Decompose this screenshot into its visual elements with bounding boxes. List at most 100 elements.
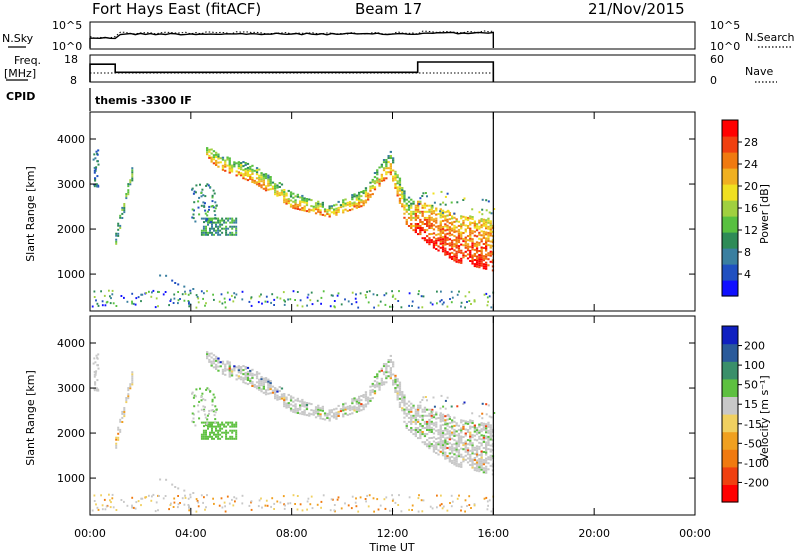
velocity-cell (488, 499, 491, 502)
power-cell (319, 209, 322, 212)
velocity-cell (206, 418, 209, 421)
velocity-cell (376, 498, 379, 501)
power-cell (365, 296, 367, 299)
power-cell (486, 304, 489, 307)
velocity-cell (228, 369, 231, 372)
velocity-cell (305, 402, 309, 404)
power-cell (437, 249, 440, 252)
power-cell (189, 292, 192, 295)
velocity-cell (478, 458, 481, 460)
power-cell (303, 199, 306, 202)
velocity-cell (93, 373, 96, 376)
power-cell (453, 253, 456, 256)
power-cell (351, 194, 354, 197)
noise-right-tick-bottom: 10^0 (710, 40, 740, 53)
velocity-cell (97, 353, 100, 356)
velocity-cell (470, 507, 472, 509)
power-cell (223, 219, 226, 222)
velocity-cell (210, 425, 213, 427)
velocity-cell (303, 409, 306, 412)
power-cell (475, 223, 479, 226)
power-cell (401, 189, 404, 192)
power-cell (489, 230, 492, 233)
velocity-cell (250, 508, 253, 511)
velocity-cell (94, 361, 97, 364)
velocity-cell (455, 456, 458, 459)
velocity-cell (441, 442, 445, 445)
power-cell (267, 176, 270, 179)
velocity-cell (387, 359, 390, 361)
power-cell (221, 219, 224, 222)
power-cell (267, 180, 270, 183)
power-cell (221, 164, 225, 167)
velocity-cell (351, 400, 354, 403)
velocity-cell (439, 446, 442, 449)
velocity-cell (460, 453, 463, 456)
power-cell (233, 163, 236, 166)
power-cell (358, 199, 361, 202)
power-cell (328, 207, 331, 210)
velocity-cell (485, 459, 488, 462)
ytick-label: 3000 (57, 382, 85, 395)
power-cell (225, 225, 228, 228)
power-cell (410, 210, 413, 213)
velocity-cell (446, 457, 449, 460)
velocity-cell (428, 420, 431, 423)
power-cell (296, 291, 299, 293)
velocity-cell (455, 424, 458, 427)
power-cell (407, 204, 411, 207)
velocity-cell (373, 392, 377, 395)
velocity-cell (358, 399, 361, 402)
velocity-cell (418, 407, 421, 410)
velocity-cell (274, 389, 277, 392)
velocity-cell (202, 435, 205, 438)
velocity-cell (217, 359, 220, 362)
velocity-cell (299, 408, 302, 411)
power-cell (242, 161, 245, 163)
power-cell (96, 160, 99, 163)
velocity-cell (358, 395, 361, 398)
power-cell (469, 215, 472, 218)
power-cell (213, 298, 215, 301)
velocity-cell (262, 383, 265, 386)
power-cell (389, 171, 392, 174)
power-cell (466, 253, 470, 256)
velocity-cell (246, 370, 250, 373)
power-cell (260, 180, 263, 183)
velocity-cell (127, 395, 130, 398)
power-cell (387, 161, 390, 164)
velocity-cell (344, 408, 347, 411)
power-cell (227, 217, 230, 220)
power-cell (412, 210, 415, 213)
velocity-cell (184, 494, 186, 497)
velocity-cell (225, 437, 228, 440)
power-cell (127, 191, 130, 194)
velocity-cell (453, 447, 456, 450)
power-cell (209, 229, 211, 232)
power-cell (473, 230, 476, 233)
power-cell (473, 300, 476, 303)
velocity-cell (317, 410, 320, 413)
power-cell (97, 184, 100, 187)
velocity-cell (244, 372, 247, 374)
velocity-cell (441, 444, 445, 447)
power-cell (244, 172, 247, 175)
velocity-cell (439, 438, 442, 441)
power-cell (444, 215, 447, 218)
power-cell (403, 208, 406, 211)
velocity-cell (455, 450, 458, 453)
power-cell (368, 290, 371, 293)
power-cell (428, 237, 431, 240)
colorbar-frame (721, 325, 739, 503)
velocity-cell (478, 437, 481, 440)
power-cell (439, 228, 442, 231)
velocity-cell (126, 504, 129, 507)
power-cell (450, 290, 453, 293)
velocity-cell (414, 412, 417, 415)
velocity-cell (482, 459, 485, 462)
power-cell (184, 290, 186, 293)
power-cell (364, 201, 368, 204)
power-cell (457, 228, 461, 231)
velocity-cell (403, 398, 406, 401)
power-cell (473, 299, 476, 302)
